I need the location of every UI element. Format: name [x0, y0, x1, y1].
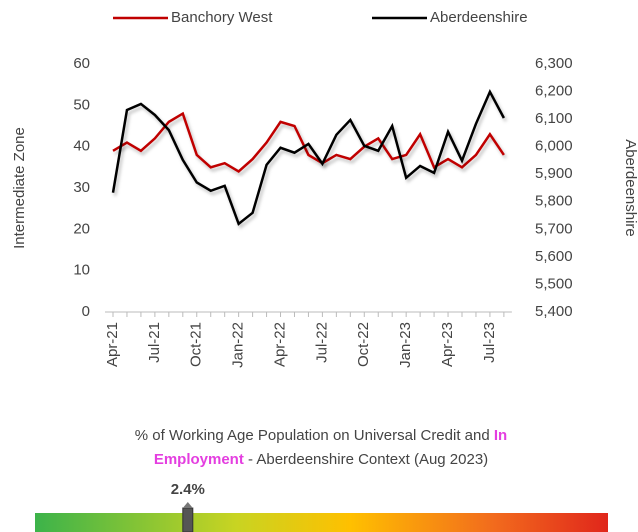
x-tick-label: Apr-22 [271, 322, 288, 367]
y2-tick-label: 5,800 [535, 193, 573, 210]
y-tick-label: 20 [73, 220, 90, 237]
y2-tick-label: 6,200 [535, 83, 573, 100]
y-tick-label: 0 [82, 303, 90, 320]
y-tick-label: 40 [73, 138, 90, 155]
x-tick-label: Apr-21 [104, 322, 121, 367]
gauge-title-part: % of Working Age Population on Universal… [135, 427, 490, 444]
x-tick-label: Jul-22 [313, 322, 330, 363]
y-tick-label: 30 [73, 179, 90, 196]
x-tick-label: Apr-23 [439, 322, 456, 367]
y2-tick-label: 5,700 [535, 220, 573, 237]
y2-tick-label: 5,500 [535, 275, 573, 292]
gauge-title-part: Employment [154, 451, 244, 468]
gauge-title: % of Working Age Population on Universal… [135, 427, 507, 444]
gauge-title-part: - Aberdeenshire Context (Aug 2023) [248, 451, 488, 468]
y2-tick-label: 5,900 [535, 165, 573, 182]
y-tick-label: 60 [73, 55, 90, 72]
y2-tick-label: 5,600 [535, 248, 573, 265]
legend-label: Banchory West [171, 9, 273, 26]
series-line [111, 88, 505, 226]
gauge-title: Employment - Aberdeenshire Context (Aug … [154, 451, 488, 468]
y-axis-title: Intermediate Zone [11, 127, 28, 249]
series-line [112, 111, 505, 174]
gauge-marker [182, 507, 194, 532]
legend-label: Aberdeenshire [430, 9, 528, 26]
y2-axis-title: Aberdeenshire [622, 139, 638, 237]
x-tick-label: Oct-21 [188, 322, 205, 367]
x-tick-label: Jul-23 [481, 322, 498, 363]
x-tick-label: Jan-22 [230, 322, 247, 368]
y2-tick-label: 6,300 [535, 55, 573, 72]
x-tick-label: Jan-23 [397, 322, 414, 368]
gauge-marker-top [182, 502, 193, 508]
y-tick-label: 10 [73, 262, 90, 279]
y2-tick-label: 6,100 [535, 110, 573, 127]
x-tick-label: Oct-22 [355, 322, 372, 367]
y-tick-label: 50 [73, 96, 90, 113]
y2-tick-label: 6,000 [535, 138, 573, 155]
gauge-value-label: 2.4% [171, 481, 205, 498]
x-tick-label: Jul-21 [146, 322, 163, 363]
gauge-bar [35, 513, 608, 532]
gauge-title-part: In [494, 427, 507, 444]
y2-tick-label: 5,400 [535, 303, 573, 320]
